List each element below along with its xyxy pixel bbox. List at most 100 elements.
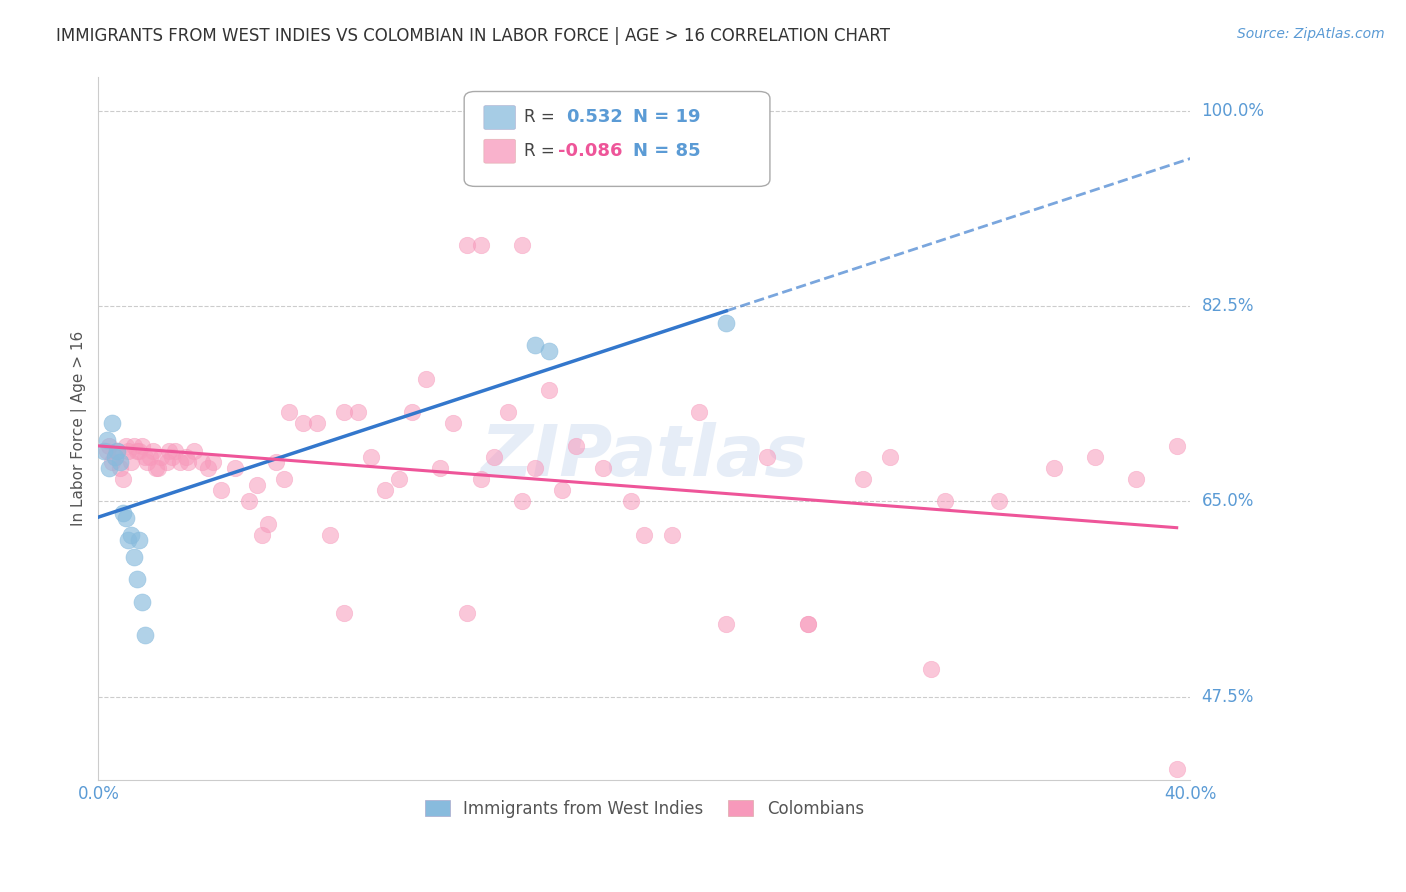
Point <box>169 455 191 469</box>
Point <box>98 461 121 475</box>
Point <box>120 528 142 542</box>
Point <box>96 433 118 447</box>
Point <box>278 405 301 419</box>
Point <box>756 450 779 464</box>
Point <box>524 461 547 475</box>
Text: Source: ZipAtlas.com: Source: ZipAtlas.com <box>1237 27 1385 41</box>
Point <box>797 617 820 632</box>
Point <box>122 550 145 565</box>
Point <box>136 455 159 469</box>
Point <box>934 494 956 508</box>
FancyBboxPatch shape <box>464 92 770 186</box>
Point <box>155 455 177 469</box>
Point <box>273 472 295 486</box>
Point <box>120 455 142 469</box>
Text: R =: R = <box>524 108 555 126</box>
Point <box>456 606 478 620</box>
Point <box>524 338 547 352</box>
Point <box>117 533 139 548</box>
Point <box>107 444 129 458</box>
Point <box>174 450 197 464</box>
Point <box>246 477 269 491</box>
Point <box>1166 439 1188 453</box>
Point <box>139 450 162 464</box>
Point <box>470 237 492 252</box>
Point <box>197 461 219 475</box>
Point <box>202 455 225 469</box>
Point <box>920 662 942 676</box>
Text: 0.532: 0.532 <box>565 108 623 126</box>
Y-axis label: In Labor Force | Age > 16: In Labor Force | Age > 16 <box>72 331 87 526</box>
Text: R =: R = <box>524 142 555 161</box>
Point <box>148 461 170 475</box>
Point <box>879 450 901 464</box>
Point <box>128 533 150 548</box>
Point <box>264 455 287 469</box>
Point <box>107 444 129 458</box>
Point <box>125 444 148 458</box>
Point <box>101 455 124 469</box>
Point <box>415 372 437 386</box>
Point <box>122 439 145 453</box>
Point <box>551 483 574 498</box>
Point <box>256 516 278 531</box>
Point <box>98 439 121 453</box>
Point <box>96 444 118 458</box>
Point <box>620 494 643 508</box>
Point <box>104 450 127 464</box>
Text: 82.5%: 82.5% <box>1202 297 1254 315</box>
Point <box>117 444 139 458</box>
Point <box>108 455 131 469</box>
Point <box>633 528 655 542</box>
Point <box>134 628 156 642</box>
Text: 100.0%: 100.0% <box>1202 102 1264 120</box>
Point <box>346 405 368 419</box>
Point <box>163 444 186 458</box>
Point <box>388 472 411 486</box>
Point <box>401 405 423 419</box>
Point <box>177 455 200 469</box>
Point <box>688 405 710 419</box>
Point <box>305 417 328 431</box>
Point <box>661 528 683 542</box>
Point <box>360 450 382 464</box>
Point <box>1125 472 1147 486</box>
Point <box>456 237 478 252</box>
Point <box>482 450 505 464</box>
Point <box>131 595 153 609</box>
Point <box>333 606 356 620</box>
Point <box>988 494 1011 508</box>
Point <box>537 383 560 397</box>
Point <box>510 237 533 252</box>
Point <box>510 494 533 508</box>
Point <box>160 450 183 464</box>
Point <box>142 444 165 458</box>
Point <box>128 444 150 458</box>
Point <box>125 573 148 587</box>
Point <box>145 461 167 475</box>
Point <box>108 461 131 475</box>
Point <box>1084 450 1107 464</box>
Point <box>191 455 214 469</box>
Point <box>441 417 464 431</box>
Point <box>93 444 115 458</box>
Point <box>209 483 232 498</box>
Point <box>470 472 492 486</box>
Point <box>797 617 820 632</box>
Point <box>319 528 342 542</box>
Text: ZIPatlas: ZIPatlas <box>481 423 808 491</box>
Point <box>716 316 738 330</box>
Point <box>111 472 134 486</box>
Text: IMMIGRANTS FROM WEST INDIES VS COLOMBIAN IN LABOR FORCE | AGE > 16 CORRELATION C: IMMIGRANTS FROM WEST INDIES VS COLOMBIAN… <box>56 27 890 45</box>
Point <box>429 461 451 475</box>
Point <box>114 439 136 453</box>
Point <box>104 450 127 464</box>
Text: N = 85: N = 85 <box>634 142 702 161</box>
Legend: Immigrants from West Indies, Colombians: Immigrants from West Indies, Colombians <box>418 793 870 825</box>
FancyBboxPatch shape <box>484 139 516 163</box>
Point <box>537 343 560 358</box>
Point <box>183 444 205 458</box>
Text: -0.086: -0.086 <box>558 142 623 161</box>
Point <box>131 439 153 453</box>
Point <box>111 506 134 520</box>
